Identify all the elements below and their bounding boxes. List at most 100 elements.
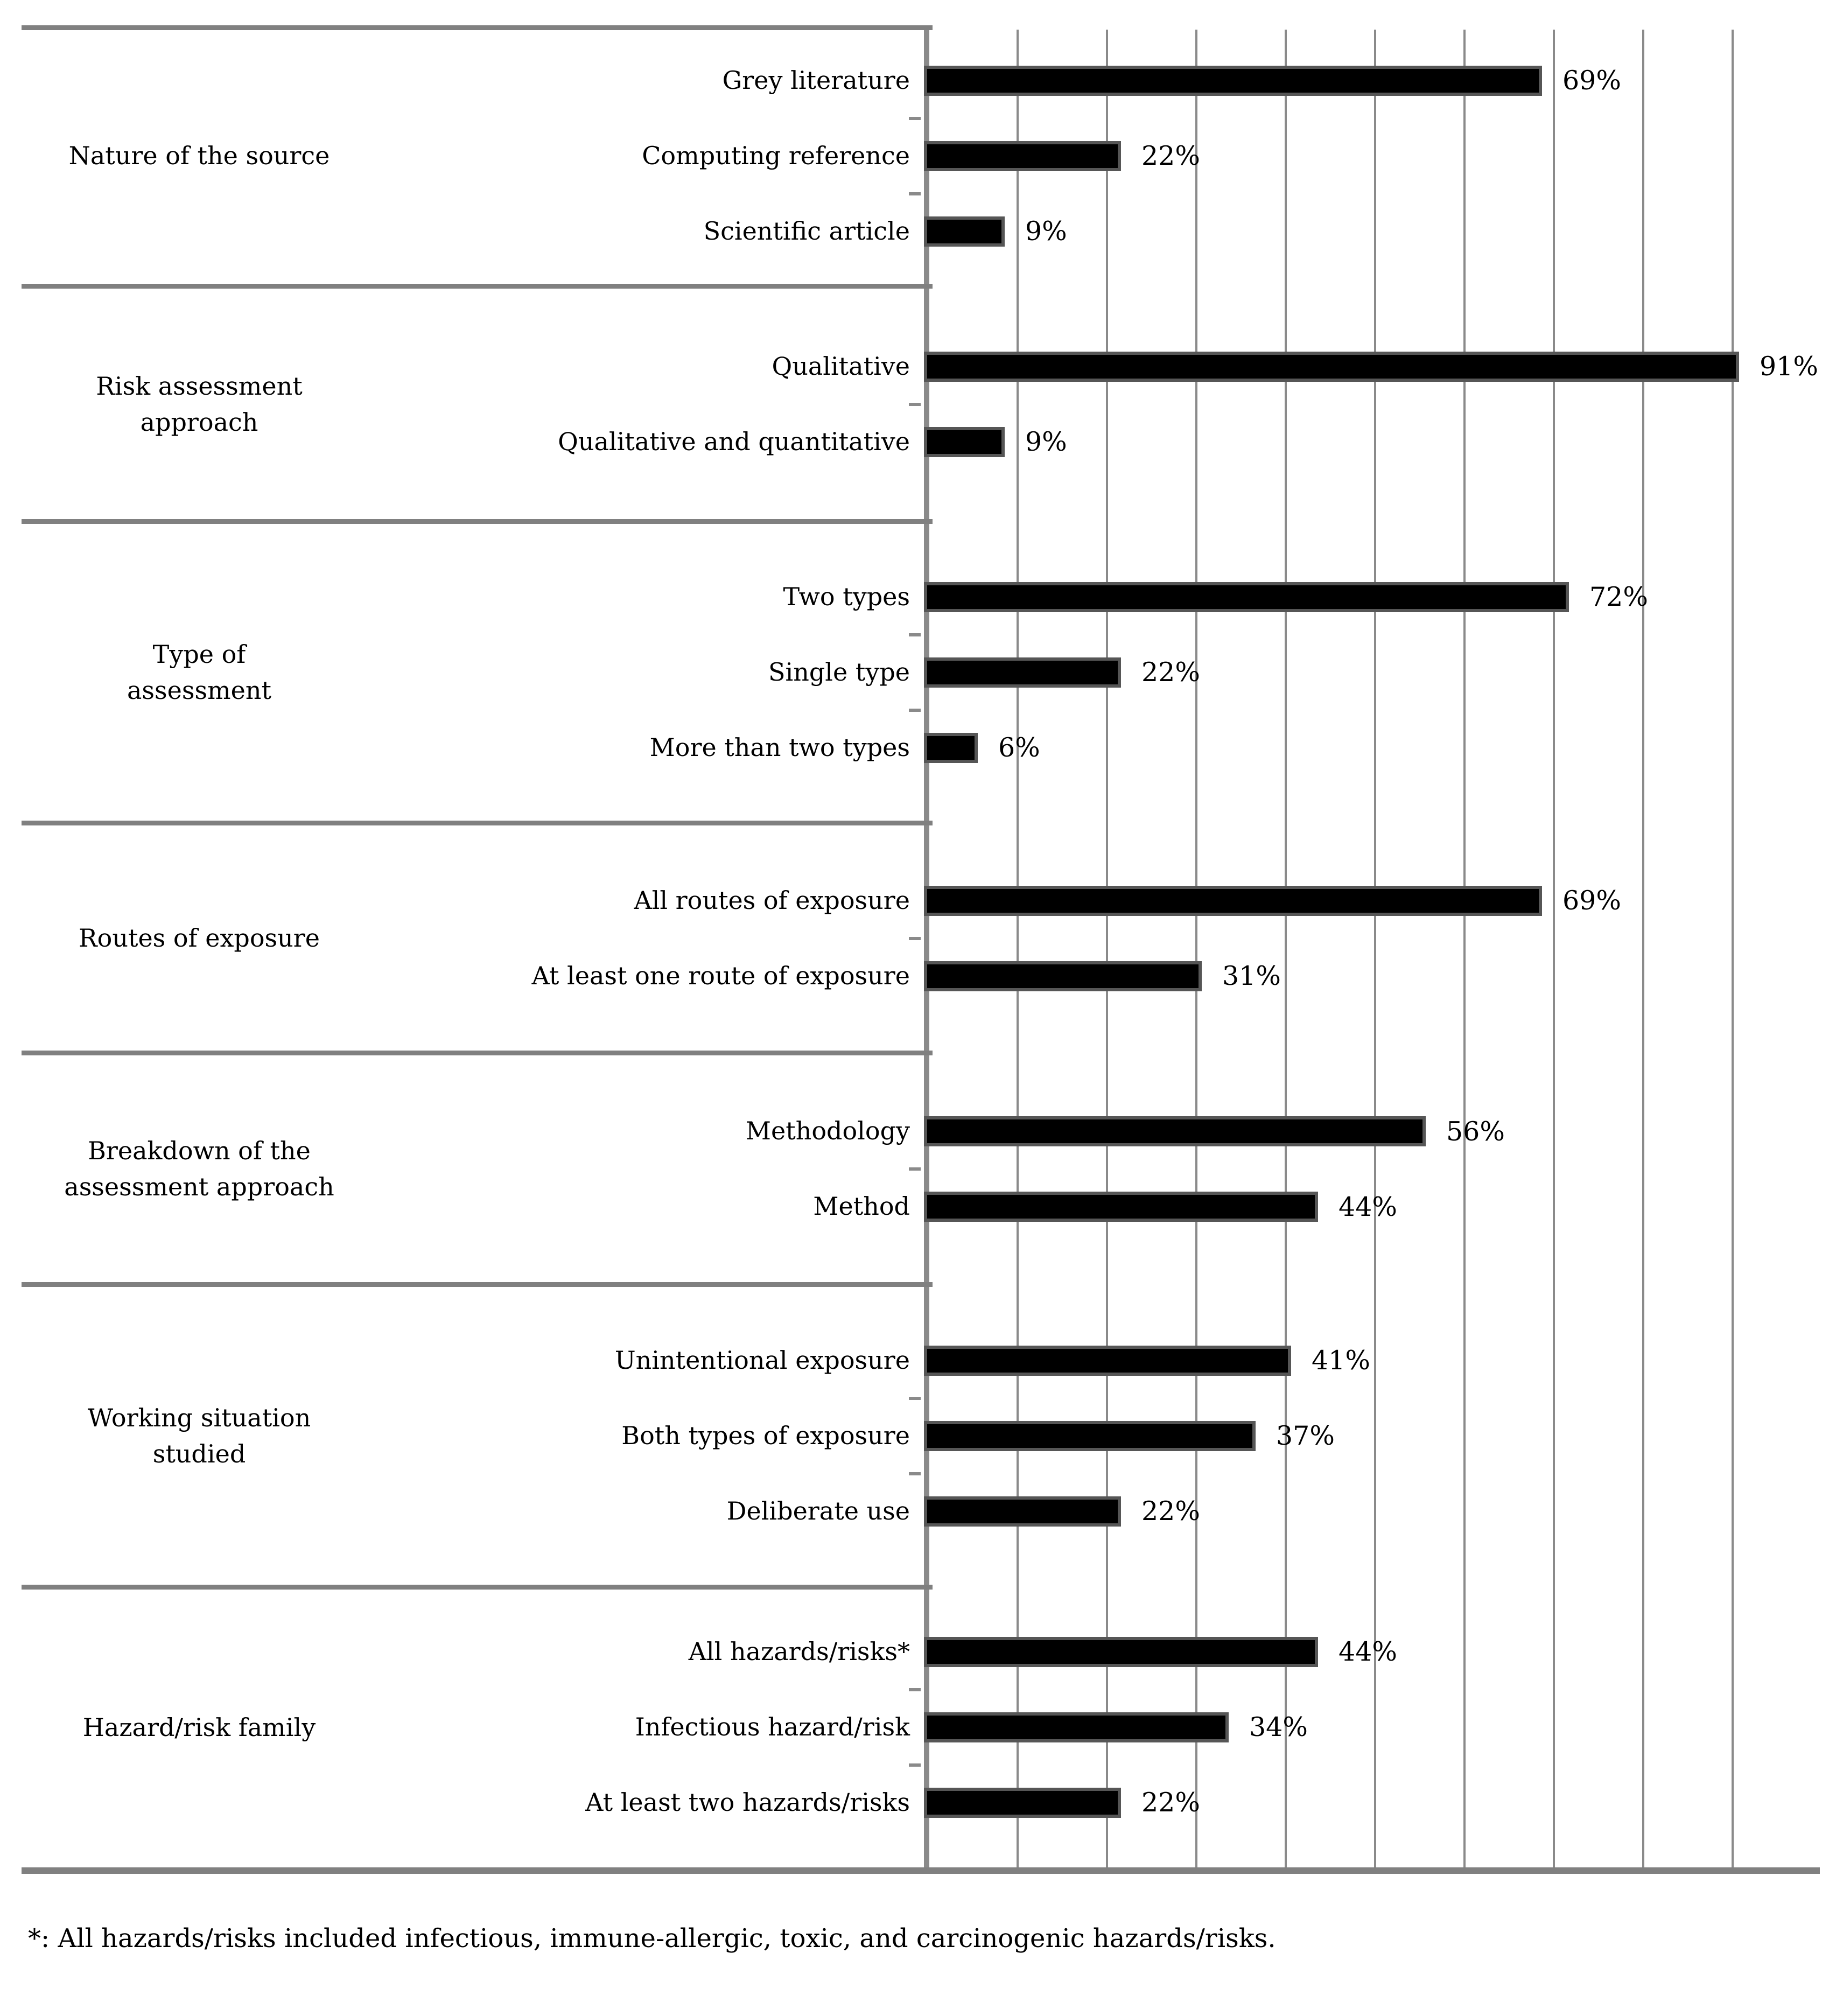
chart-group: Type of assessment Two types 72% Single typ…	[22, 519, 1820, 823]
category-label: Deliberate use	[726, 1496, 910, 1526]
chart-group: Risk assessment approach Qualitative 91% Qu…	[22, 284, 1820, 521]
plot-gridlines	[924, 30, 1820, 1867]
value-label: 22%	[1141, 657, 1200, 688]
group-rows: All routes of exposure 69% At least one ro…	[377, 823, 1820, 1054]
bar	[924, 1116, 1426, 1147]
value-label: 31%	[1222, 961, 1281, 992]
group-label: Routes of exposure	[79, 923, 320, 953]
chart-group: Hazard/risk family All hazards/risks* 44% I…	[22, 1584, 1820, 1867]
value-label: 72%	[1589, 582, 1648, 613]
bar-cell: 9%	[924, 404, 1820, 480]
category-row: Both types of exposure 37%	[377, 1398, 1820, 1475]
category-row: Method 44%	[377, 1169, 1820, 1244]
bar	[924, 65, 1542, 96]
bar-cell: 72%	[909, 559, 1820, 636]
bar-cell: 9%	[924, 194, 1820, 269]
category-row: Single type 22%	[377, 635, 1820, 712]
category-label: At least one route of exposure	[531, 961, 910, 990]
value-label: 22%	[1141, 1787, 1200, 1818]
value-label: 69%	[1562, 885, 1621, 916]
value-label: 34%	[1249, 1712, 1308, 1743]
bar	[924, 426, 1005, 457]
category-row: At least one route of exposure 31%	[377, 939, 1820, 1014]
group-label: Risk assessment approach	[96, 371, 303, 437]
category-row: Scientific article 9%	[377, 194, 1820, 269]
bar	[924, 657, 1121, 688]
chart-groups: Nature of the source Grey literature 69% Co…	[22, 25, 1820, 1867]
group-label: Nature of the source	[68, 141, 330, 171]
category-label: Computing reference	[642, 141, 910, 171]
category-label: At least two hazards/risks	[585, 1788, 910, 1817]
bar-cell: 69%	[909, 43, 1820, 120]
category-row: Qualitative and quantitative 9%	[377, 404, 1820, 480]
chart-footnote: *: All hazards/risks included infectious…	[28, 1923, 1276, 1954]
grouped-bar-chart: Nature of the source Grey literature 69% Co…	[22, 25, 1820, 1874]
category-row: All routes of exposure 69%	[377, 863, 1820, 940]
bar-cell: 56%	[909, 1094, 1820, 1171]
bar-cell: 41%	[909, 1323, 1820, 1400]
bar	[924, 732, 978, 763]
bar-cell: 44%	[909, 1614, 1820, 1691]
category-label: Two types	[783, 582, 910, 612]
chart-group: Nature of the source Grey literature 69% Co…	[22, 25, 1820, 286]
value-label: 44%	[1339, 1191, 1397, 1222]
value-label: 22%	[1141, 141, 1200, 172]
group-rows: Grey literature 69% Computing reference 22%…	[377, 25, 1820, 286]
group-label: Type of assessment	[127, 640, 272, 705]
bar	[924, 1712, 1229, 1742]
bar-cell: 69%	[909, 863, 1820, 940]
group-label: Working situation studied	[87, 1403, 311, 1468]
bar	[924, 885, 1542, 916]
chart-group: Breakdown of the assessment approach Meth…	[22, 1051, 1820, 1285]
value-label: 69%	[1562, 65, 1621, 96]
value-label: 22%	[1141, 1496, 1200, 1527]
group-rows: Unintentional exposure 41% Both types of e…	[377, 1285, 1820, 1587]
bar-cell: 6%	[924, 710, 1820, 786]
bar	[924, 961, 1202, 991]
group-rows: Qualitative 91% Qualitative and quantitati…	[377, 286, 1820, 521]
group-label: Hazard/risk family	[82, 1712, 316, 1742]
category-label: All routes of exposure	[634, 885, 910, 915]
category-row: At least two hazards/risks 22%	[377, 1765, 1820, 1840]
category-row: Two types 72%	[377, 559, 1820, 636]
bar	[924, 582, 1569, 612]
value-label: 44%	[1339, 1636, 1397, 1668]
category-row: Unintentional exposure 41%	[377, 1323, 1820, 1400]
category-label: All hazards/risks*	[688, 1637, 910, 1667]
bar	[924, 1345, 1291, 1376]
value-label: 91%	[1760, 351, 1818, 382]
bar-cell: 22%	[924, 1765, 1820, 1840]
value-label: 56%	[1446, 1116, 1505, 1147]
bar	[924, 1420, 1256, 1451]
group-rows: Methodology 56% Method 44%	[377, 1053, 1820, 1285]
category-label: Grey literature	[722, 66, 910, 95]
bar-cell: 34%	[909, 1690, 1820, 1767]
bar-cell: 44%	[924, 1169, 1820, 1244]
category-label: Infectious hazard/risk	[635, 1712, 910, 1742]
category-label: Methodology	[745, 1116, 910, 1146]
bar	[924, 351, 1739, 382]
bar-cell: 37%	[909, 1398, 1820, 1475]
category-row: More than two types 6%	[377, 710, 1820, 786]
category-label: More than two types	[649, 733, 910, 762]
category-row: Deliberate use 22%	[377, 1474, 1820, 1549]
value-label: 9%	[1025, 426, 1067, 458]
category-label: Single type	[768, 657, 910, 687]
group-rows: All hazards/risks* 44% Infectious hazard/r…	[377, 1587, 1820, 1867]
group-rows: Two types 72% Single type 22% More than two …	[377, 522, 1820, 823]
bar-cell: 22%	[909, 118, 1820, 195]
category-row: Qualitative 91%	[377, 329, 1820, 406]
category-label: Unintentional exposure	[614, 1346, 910, 1375]
category-label: Qualitative	[772, 351, 910, 381]
category-row: Methodology 56%	[377, 1094, 1820, 1171]
bar	[924, 1192, 1318, 1222]
bar	[924, 1636, 1318, 1667]
chart-group: Working situation studied Unintentional e…	[22, 1282, 1820, 1587]
bar	[924, 141, 1121, 171]
bar	[924, 1787, 1121, 1818]
category-row: Grey literature 69%	[377, 43, 1820, 120]
category-label: Scientific article	[703, 216, 910, 246]
value-label: 6%	[998, 732, 1040, 764]
category-row: All hazards/risks* 44%	[377, 1614, 1820, 1691]
value-label: 9%	[1025, 216, 1067, 247]
